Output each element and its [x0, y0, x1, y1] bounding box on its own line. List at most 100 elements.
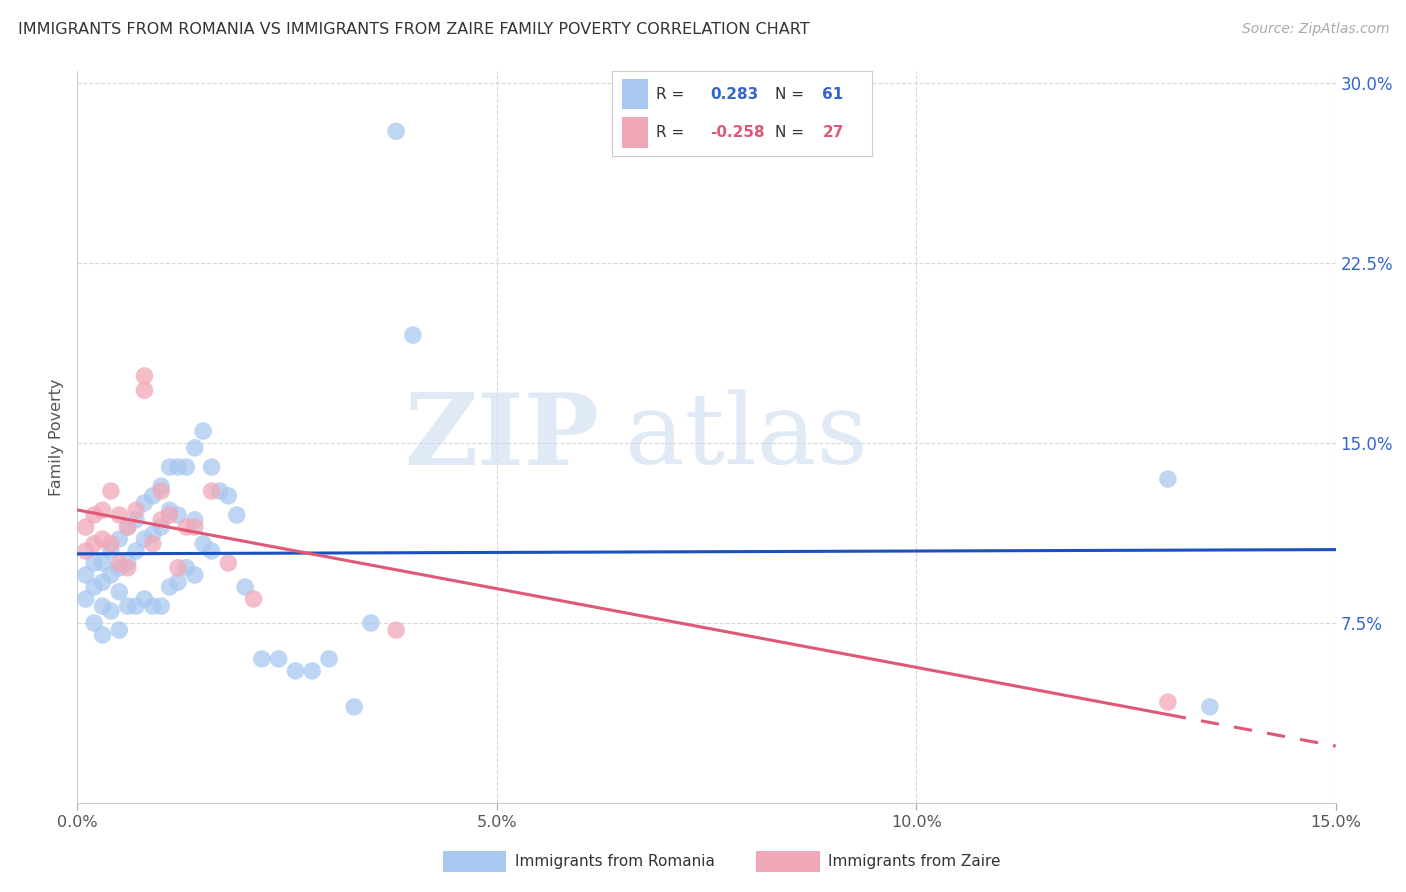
Point: [134, 532, 156, 546]
Point: [108, 561, 131, 575]
Point: [176, 460, 198, 475]
Point: [176, 520, 198, 534]
Point: [242, 591, 264, 606]
Point: [108, 508, 131, 522]
Point: [108, 623, 131, 637]
Text: -0.258: -0.258: [710, 125, 765, 140]
Text: 27: 27: [823, 125, 844, 140]
Text: R =: R =: [655, 125, 685, 140]
Point: [83, 537, 105, 551]
Point: [134, 496, 156, 510]
Point: [267, 652, 290, 666]
Point: [100, 537, 122, 551]
Point: [100, 604, 122, 618]
FancyBboxPatch shape: [621, 79, 648, 110]
Point: [176, 561, 198, 575]
Text: N =: N =: [776, 125, 804, 140]
Point: [125, 513, 148, 527]
Point: [100, 544, 122, 558]
Text: ZIP: ZIP: [405, 389, 599, 485]
Point: [318, 652, 340, 666]
Point: [91, 575, 114, 590]
Point: [150, 513, 173, 527]
Text: IMMIGRANTS FROM ROMANIA VS IMMIGRANTS FROM ZAIRE FAMILY POVERTY CORRELATION CHAR: IMMIGRANTS FROM ROMANIA VS IMMIGRANTS FR…: [18, 22, 810, 37]
Point: [125, 544, 148, 558]
Point: [200, 460, 222, 475]
Point: [117, 599, 139, 614]
Point: [385, 623, 408, 637]
Point: [184, 568, 207, 582]
Point: [150, 520, 173, 534]
Point: [75, 544, 97, 558]
Point: [1157, 695, 1180, 709]
Point: [184, 513, 207, 527]
Point: [150, 483, 173, 498]
Point: [125, 599, 148, 614]
Point: [217, 556, 239, 570]
Point: [150, 599, 173, 614]
Point: [108, 532, 131, 546]
Text: Source: ZipAtlas.com: Source: ZipAtlas.com: [1241, 22, 1389, 37]
Point: [167, 575, 190, 590]
Point: [117, 520, 139, 534]
Point: [200, 544, 222, 558]
Point: [108, 584, 131, 599]
Point: [75, 568, 97, 582]
Point: [159, 503, 181, 517]
Point: [134, 368, 156, 383]
Text: R =: R =: [655, 87, 685, 102]
Text: 61: 61: [823, 87, 844, 102]
Point: [360, 615, 382, 630]
Point: [301, 664, 323, 678]
Point: [91, 556, 114, 570]
Point: [159, 508, 181, 522]
Point: [83, 556, 105, 570]
Text: Immigrants from Romania: Immigrants from Romania: [515, 855, 714, 869]
Point: [75, 591, 97, 606]
Point: [225, 508, 247, 522]
Point: [91, 532, 114, 546]
Point: [91, 628, 114, 642]
Point: [1199, 699, 1222, 714]
Point: [134, 384, 156, 398]
Point: [343, 699, 366, 714]
Point: [191, 537, 215, 551]
Point: [385, 124, 408, 138]
Point: [167, 460, 190, 475]
Point: [184, 441, 207, 455]
FancyBboxPatch shape: [621, 117, 648, 147]
Point: [150, 479, 173, 493]
Point: [250, 652, 273, 666]
Point: [83, 508, 105, 522]
Point: [217, 489, 239, 503]
Point: [91, 503, 114, 517]
Point: [100, 568, 122, 582]
Point: [284, 664, 307, 678]
Point: [233, 580, 256, 594]
Point: [208, 483, 231, 498]
Point: [125, 503, 148, 517]
Text: 0.283: 0.283: [710, 87, 759, 102]
Point: [117, 561, 139, 575]
Point: [100, 483, 122, 498]
Point: [142, 537, 165, 551]
Point: [75, 520, 97, 534]
Point: [159, 460, 181, 475]
Point: [142, 489, 165, 503]
Point: [191, 424, 215, 438]
Point: [167, 561, 190, 575]
Point: [200, 483, 222, 498]
Text: Immigrants from Zaire: Immigrants from Zaire: [828, 855, 1001, 869]
Text: N =: N =: [776, 87, 804, 102]
Point: [83, 615, 105, 630]
Text: atlas: atlas: [624, 389, 868, 485]
Point: [142, 599, 165, 614]
Y-axis label: Family Poverty: Family Poverty: [49, 378, 65, 496]
Point: [117, 520, 139, 534]
Point: [167, 508, 190, 522]
Point: [117, 556, 139, 570]
Point: [134, 591, 156, 606]
Point: [159, 580, 181, 594]
Point: [142, 527, 165, 541]
Point: [184, 520, 207, 534]
